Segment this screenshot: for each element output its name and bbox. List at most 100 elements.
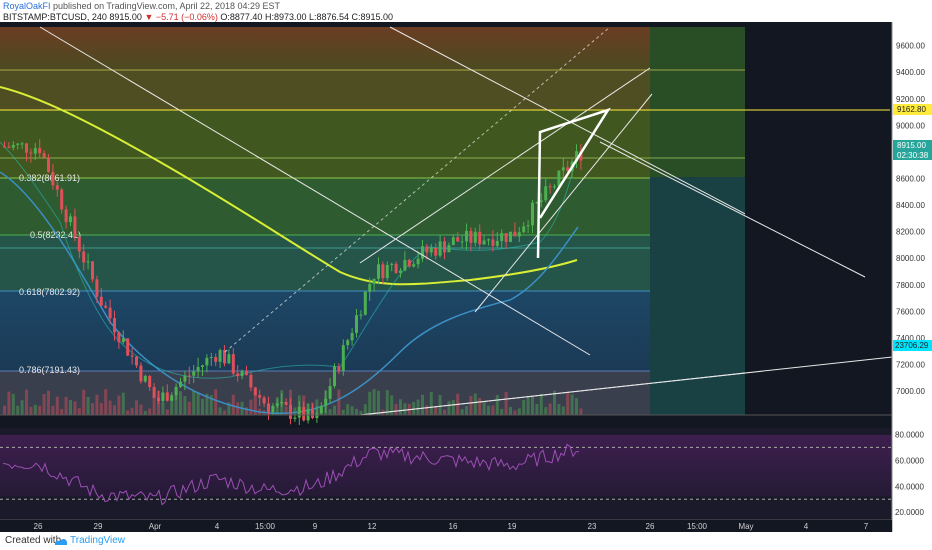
time-tick: May — [738, 522, 753, 531]
candle-body — [196, 366, 200, 372]
candle-body — [407, 259, 411, 267]
candle-body — [425, 246, 429, 253]
time-tick: Apr — [149, 522, 162, 531]
candles — [3, 138, 583, 425]
volume-bar — [363, 404, 367, 415]
ma-blue-line — [0, 171, 579, 414]
price-label-cyan: 23706.29 — [893, 340, 932, 351]
rsi-tick: 60.0000 — [895, 456, 924, 465]
price-tick: 8200.00 — [896, 228, 925, 237]
candle-body — [504, 233, 508, 242]
candle-body — [403, 259, 407, 271]
candle-body — [513, 231, 517, 237]
time-tick: 19 — [508, 522, 517, 531]
volume-bar — [192, 390, 196, 415]
volume-bar — [443, 409, 446, 415]
volume-bar — [434, 406, 438, 415]
candle-body — [25, 143, 28, 153]
volume-bar — [469, 395, 473, 415]
candle-body — [262, 397, 266, 404]
volume-bar — [544, 407, 548, 415]
tradingview-brand[interactable]: TradingView — [70, 535, 126, 546]
candle-body — [179, 381, 182, 387]
price-tick: 7000.00 — [896, 387, 925, 396]
volume-bar — [209, 395, 213, 415]
time-tick: 4 — [215, 522, 220, 531]
volume-bar — [390, 395, 394, 415]
volume-bar — [38, 405, 42, 415]
volume-bar — [55, 396, 59, 415]
candle-body — [245, 371, 248, 375]
candle-body — [341, 345, 345, 371]
candle-body — [165, 392, 169, 401]
candle-body — [95, 279, 99, 297]
price-chart[interactable]: 0.382(8661.91) 0.5(8232.41) 0.618(7802.9… — [0, 22, 932, 532]
time-tick: 29 — [94, 522, 103, 531]
volume-bar — [478, 398, 482, 415]
candle-body — [201, 365, 204, 367]
candle-body — [192, 371, 196, 376]
price-tick: 9200.00 — [896, 95, 925, 104]
volume-bar — [73, 401, 77, 415]
volume-bar — [473, 393, 477, 415]
volume-bar — [113, 405, 116, 415]
candle-body — [553, 186, 556, 188]
volume-bar — [201, 398, 204, 415]
price-tick: 7200.00 — [896, 361, 925, 370]
candle-body — [3, 146, 6, 148]
volume-bar — [359, 410, 363, 415]
volume-bar — [451, 400, 455, 415]
volume-bar — [482, 401, 486, 415]
candle-body — [236, 373, 240, 377]
candle-body — [187, 375, 191, 377]
candle-body — [509, 231, 512, 242]
candle-body — [29, 152, 33, 154]
rsi-band — [0, 435, 892, 496]
candle-body — [363, 291, 367, 315]
volume-bar — [187, 401, 191, 415]
candle-body — [91, 261, 94, 280]
candle-body — [372, 278, 376, 284]
publish-date: published on TradingView.com, April 22, … — [53, 1, 281, 11]
candle-body — [575, 151, 578, 162]
rsi-tick: 20.0000 — [895, 508, 924, 517]
volume-bar — [548, 403, 552, 415]
volume-bar — [416, 399, 420, 415]
volume-bar — [77, 408, 81, 415]
volume-bar — [561, 406, 565, 415]
time-tick: 9 — [313, 522, 318, 531]
candle-body — [319, 405, 323, 414]
price-tick: 9000.00 — [896, 121, 925, 130]
candle-body — [86, 261, 90, 263]
candle-body — [227, 354, 231, 364]
price-tick: 7400.00 — [896, 334, 925, 343]
author-link[interactable]: RoyalOakFI — [3, 1, 51, 11]
price-label-current: 8915.00 02:30:38 — [893, 140, 932, 160]
candle-body — [55, 185, 59, 190]
candle-body — [447, 245, 451, 253]
time-tick: 7 — [864, 522, 869, 531]
volume-bar — [566, 393, 570, 415]
volume-bar — [513, 410, 517, 415]
candle-body — [377, 264, 380, 279]
volume-bar — [218, 407, 222, 415]
candle-body — [451, 237, 455, 246]
volume-bar — [487, 405, 490, 415]
ma-yellow-line — [0, 86, 578, 286]
footer-bar: Created with TradingView — [0, 532, 932, 550]
candle-body — [324, 398, 328, 406]
candle-body — [284, 402, 288, 405]
candle-body — [135, 356, 138, 366]
volume-bar — [535, 403, 539, 415]
candle-body — [42, 153, 46, 158]
volume-bar — [504, 391, 508, 415]
candle-body — [157, 397, 160, 401]
fib-label-382: 0.382(8661.91) — [19, 173, 80, 183]
candle-body — [258, 395, 262, 398]
time-axis[interactable] — [0, 520, 892, 532]
time-tick: 12 — [368, 522, 377, 531]
rising-wedge — [536, 107, 611, 259]
candle-body — [297, 407, 301, 418]
candle-body — [152, 387, 156, 398]
volume-bar — [7, 391, 11, 415]
